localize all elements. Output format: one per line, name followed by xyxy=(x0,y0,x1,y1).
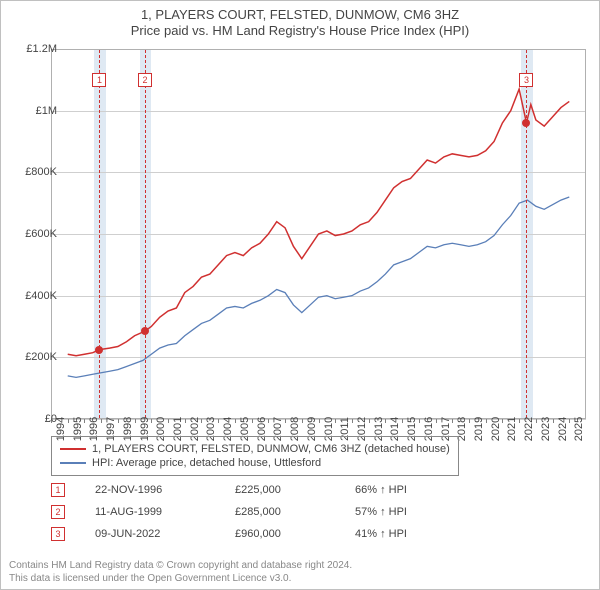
legend-box: 1, PLAYERS COURT, FELSTED, DUNMOW, CM6 3… xyxy=(51,436,459,476)
y-axis-label: £400K xyxy=(25,290,57,302)
series-property xyxy=(68,89,570,356)
x-tick xyxy=(569,419,570,423)
event-line xyxy=(99,50,100,418)
x-tick xyxy=(118,419,119,423)
x-tick xyxy=(68,419,69,423)
legend-item-property: 1, PLAYERS COURT, FELSTED, DUNMOW, CM6 3… xyxy=(60,443,450,455)
event-marker-box: 3 xyxy=(519,73,533,87)
line-series-svg xyxy=(51,49,586,419)
x-tick xyxy=(302,419,303,423)
event-marker-box: 2 xyxy=(138,73,152,87)
x-tick xyxy=(135,419,136,423)
x-tick xyxy=(519,419,520,423)
footer-attribution: Contains HM Land Registry data © Crown c… xyxy=(9,560,591,585)
txn-marker-2: 2 xyxy=(51,505,65,519)
legend-label-property: 1, PLAYERS COURT, FELSTED, DUNMOW, CM6 3… xyxy=(92,443,450,455)
table-row: 3 09-JUN-2022 £960,000 41% ↑ HPI xyxy=(51,523,455,545)
x-tick xyxy=(168,419,169,423)
series-hpi xyxy=(68,197,570,377)
x-tick xyxy=(201,419,202,423)
transactions-table: 1 22-NOV-1996 £225,000 66% ↑ HPI 2 11-AU… xyxy=(51,479,455,545)
legend-label-hpi: HPI: Average price, detached house, Uttl… xyxy=(92,457,321,469)
legend-swatch-property xyxy=(60,448,86,450)
chart-area: 1 2 3 xyxy=(51,49,586,419)
x-tick xyxy=(101,419,102,423)
chart-title-line1: 1, PLAYERS COURT, FELSTED, DUNMOW, CM6 3… xyxy=(1,7,599,22)
transaction-dot xyxy=(141,327,149,335)
y-axis-label: £200K xyxy=(25,351,57,363)
transaction-dot xyxy=(95,346,103,354)
txn-price: £285,000 xyxy=(235,506,325,518)
legend-item-hpi: HPI: Average price, detached house, Uttl… xyxy=(60,457,450,469)
x-tick xyxy=(252,419,253,423)
x-tick xyxy=(84,419,85,423)
txn-date: 09-JUN-2022 xyxy=(95,528,205,540)
txn-price: £225,000 xyxy=(235,484,325,496)
txn-marker-1: 1 xyxy=(51,483,65,497)
x-tick xyxy=(469,419,470,423)
table-row: 1 22-NOV-1996 £225,000 66% ↑ HPI xyxy=(51,479,455,501)
x-axis-label: 2025 xyxy=(573,409,585,449)
footer-line2: This data is licensed under the Open Gov… xyxy=(9,573,591,586)
txn-marker-3: 3 xyxy=(51,527,65,541)
x-tick xyxy=(502,419,503,423)
figure-container: 1, PLAYERS COURT, FELSTED, DUNMOW, CM6 3… xyxy=(0,0,600,590)
footer-line1: Contains HM Land Registry data © Crown c… xyxy=(9,560,591,573)
txn-pct: 57% ↑ HPI xyxy=(355,506,455,518)
x-axis-label: 2023 xyxy=(540,409,552,449)
y-axis-label: £1M xyxy=(36,105,57,117)
x-tick xyxy=(151,419,152,423)
x-tick xyxy=(218,419,219,423)
legend-swatch-hpi xyxy=(60,462,86,464)
x-tick xyxy=(319,419,320,423)
event-line xyxy=(145,50,146,418)
x-tick xyxy=(335,419,336,423)
y-axis-label: £600K xyxy=(25,228,57,240)
chart-title-line2: Price paid vs. HM Land Registry's House … xyxy=(1,23,599,38)
event-marker-box: 1 xyxy=(92,73,106,87)
y-axis-label: £1.2M xyxy=(26,43,57,55)
x-tick xyxy=(452,419,453,423)
txn-pct: 41% ↑ HPI xyxy=(355,528,455,540)
txn-date: 22-NOV-1996 xyxy=(95,484,205,496)
x-axis-label: 2024 xyxy=(557,409,569,449)
txn-pct: 66% ↑ HPI xyxy=(355,484,455,496)
event-line xyxy=(526,50,527,418)
x-tick xyxy=(486,419,487,423)
txn-price: £960,000 xyxy=(235,528,325,540)
x-tick xyxy=(553,419,554,423)
x-tick xyxy=(185,419,186,423)
x-tick xyxy=(385,419,386,423)
x-tick xyxy=(402,419,403,423)
y-axis-label: £800K xyxy=(25,166,57,178)
x-tick xyxy=(436,419,437,423)
x-tick xyxy=(285,419,286,423)
transaction-dot xyxy=(522,119,530,127)
x-tick xyxy=(268,419,269,423)
table-row: 2 11-AUG-1999 £285,000 57% ↑ HPI xyxy=(51,501,455,523)
x-axis-label: 2020 xyxy=(490,409,502,449)
x-axis-label: 2019 xyxy=(473,409,485,449)
txn-date: 11-AUG-1999 xyxy=(95,506,205,518)
x-tick xyxy=(369,419,370,423)
x-axis-label: 2021 xyxy=(506,409,518,449)
x-axis-label: 2022 xyxy=(523,409,535,449)
x-tick xyxy=(352,419,353,423)
x-tick xyxy=(235,419,236,423)
x-tick xyxy=(536,419,537,423)
x-tick xyxy=(419,419,420,423)
